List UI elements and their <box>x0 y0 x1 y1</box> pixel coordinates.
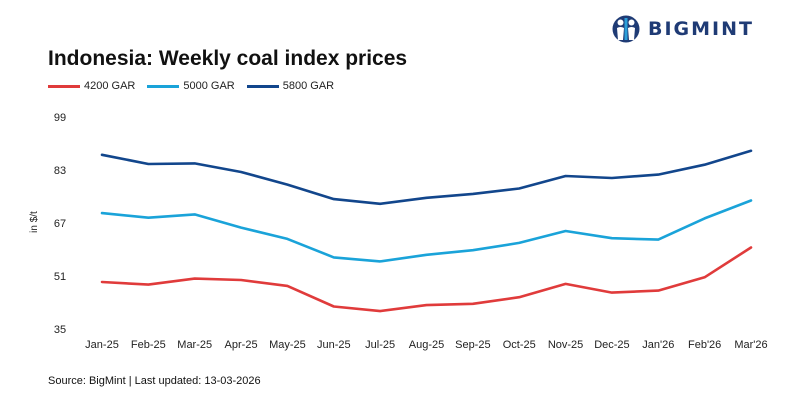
x-tick-label: May-25 <box>269 339 306 351</box>
brand-logo: BIGMINT <box>612 14 754 44</box>
x-tick-label: Mar'26 <box>734 339 767 351</box>
legend-label-5000: 5000 GAR <box>183 80 235 92</box>
legend-label-4200: 4200 GAR <box>84 80 136 92</box>
x-tick-label: Oct-25 <box>503 339 536 351</box>
y-axis-ticks: 99 83 67 51 35 <box>54 112 66 336</box>
x-tick-label: Mar-25 <box>177 339 212 351</box>
x-tick-label: Jan'26 <box>642 339 674 351</box>
x-tick-label: Jan-25 <box>85 339 119 351</box>
legend-item-5800: 5800 GAR <box>246 80 335 92</box>
y-tick-label: 35 <box>54 324 66 336</box>
y-tick-label: 67 <box>54 218 66 230</box>
x-tick-label: Sep-25 <box>455 339 490 351</box>
y-tick-label: 51 <box>54 271 66 283</box>
x-tick-label: Jul-25 <box>365 339 395 351</box>
series-line-4200-gar <box>100 246 753 313</box>
x-tick-label: Apr-25 <box>225 339 258 351</box>
x-tick-label: Feb'26 <box>688 339 721 351</box>
series-lines <box>100 149 753 313</box>
series-line-5800-gar <box>100 149 753 206</box>
x-axis-ticks: Jan-25 Feb-25 Mar-25 Apr-25 May-25 Jun-25 Jul-… <box>85 339 767 351</box>
legend-label-5800: 5800 GAR <box>282 80 335 92</box>
y-tick-label: 99 <box>54 112 66 124</box>
y-tick-label: 83 <box>54 165 66 177</box>
x-tick-label: Nov-25 <box>548 339 583 351</box>
people-logo-icon <box>612 15 640 43</box>
legend-swatch-5000 <box>147 84 180 88</box>
y-axis-label: in $/t <box>29 211 40 233</box>
legend-item-4200: 4200 GAR <box>48 80 135 92</box>
x-tick-label: Jun-25 <box>317 339 351 351</box>
series-line-5000-gar <box>100 199 753 263</box>
chart-title: Indonesia: Weekly coal index prices <box>48 47 408 70</box>
x-tick-label: Aug-25 <box>409 339 444 351</box>
x-tick-label: Feb-25 <box>131 339 166 351</box>
x-tick-label: Dec-25 <box>594 339 629 351</box>
legend-swatch-5800 <box>246 84 279 88</box>
legend-item-5000: 5000 GAR <box>147 80 235 92</box>
source-note: Source: BigMint | Last updated: 13-03-20… <box>48 375 261 387</box>
brand-name: BIGMINT <box>648 18 754 40</box>
chart-legend: 4200 GAR 5000 GAR 5800 GAR <box>48 80 346 92</box>
legend-swatch-4200 <box>48 84 80 88</box>
